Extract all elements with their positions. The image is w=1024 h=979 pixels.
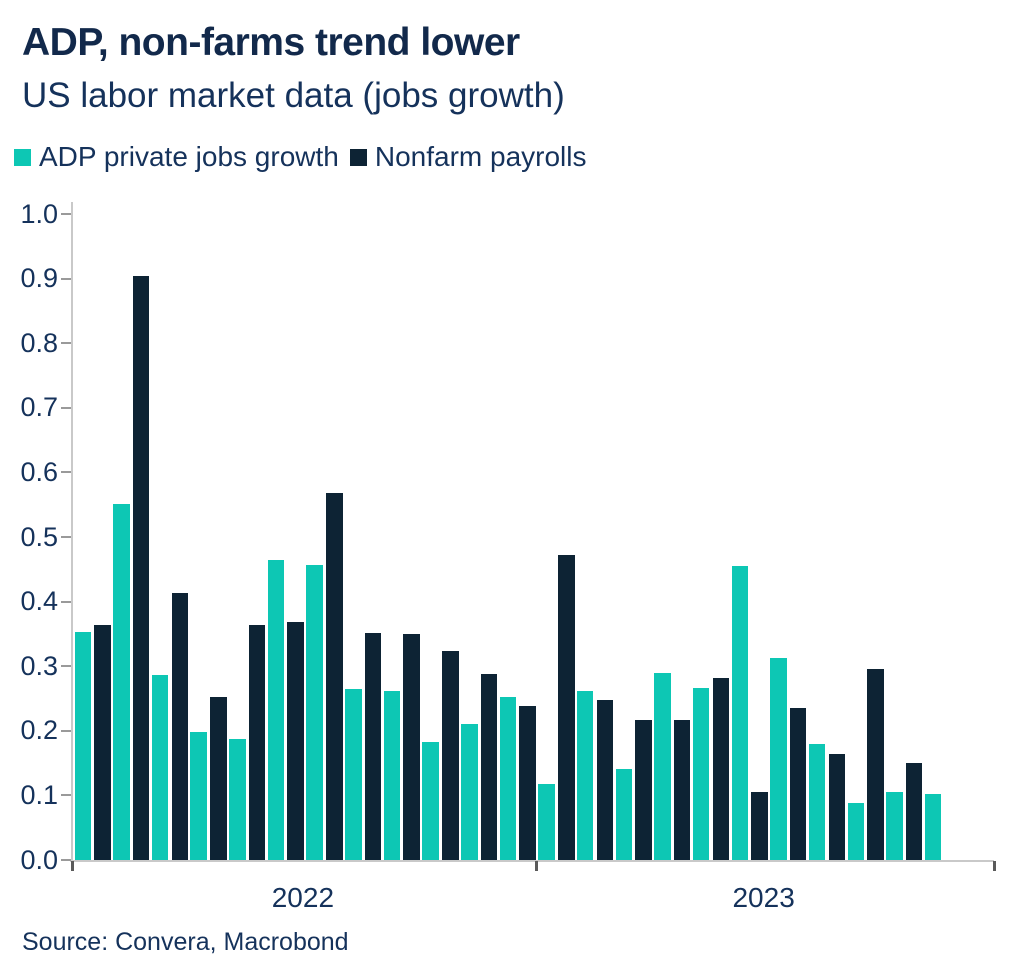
bar-nonfarm-Mar-2023 [635, 720, 652, 860]
bar-adp-Jun-2022 [267, 559, 285, 860]
bar-nonfarm-Oct-2022 [442, 651, 459, 860]
bar-nonfarm-Apr-2022 [210, 696, 227, 860]
y-axis-tick [61, 859, 71, 861]
bar-nonfarm-Apr-2023 [673, 720, 691, 860]
x-axis-line [70, 859, 994, 862]
legend-label-nonfarm: Nonfarm payrolls [374, 141, 587, 172]
bar-nonfarm-Jul-2022 [326, 493, 343, 860]
chart-subtitle: US labor market data (jobs growth) [22, 76, 565, 115]
bar-nonfarm-Jun-2022 [287, 621, 304, 860]
bar-nonfarm-Jun-2023 [751, 792, 768, 860]
x-axis-year-label-2023: 2023 [732, 882, 795, 913]
x-axis-tick [534, 861, 538, 871]
bar-adp-Feb-2023 [576, 691, 594, 860]
bar-nonfarm-Sep-2022 [403, 633, 420, 860]
bar-nonfarm-Feb-2023 [596, 700, 614, 860]
bar-nonfarm-Jan-2022 [94, 624, 111, 860]
y-axis-label: 0.8 [20, 327, 58, 358]
y-axis-label: 0.4 [20, 586, 58, 617]
bar-adp-Feb-2022 [113, 504, 130, 860]
y-axis-label: 0.6 [20, 456, 58, 487]
chart-title: ADP, non-farms trend lower [22, 21, 520, 64]
legend-swatch-nonfarm-icon [349, 148, 367, 166]
bar-nonfarm-Mar-2022 [171, 593, 188, 860]
legend: ADP private jobs growth Nonfarm payrolls [14, 141, 598, 173]
y-axis-tick [61, 277, 71, 280]
bar-adp-Jul-2022 [306, 564, 323, 860]
legend-item-nonfarm: Nonfarm payrolls [349, 141, 587, 173]
legend-label-adp: ADP private jobs growth [39, 141, 339, 172]
y-axis-label: 0.5 [20, 521, 58, 552]
bar-adp-May-2023 [692, 687, 710, 860]
y-axis-tick [61, 600, 71, 603]
bar-nonfarm-Aug-2022 [364, 633, 382, 860]
bar-nonfarm-Sep-2023 [867, 668, 884, 860]
y-axis-tick [61, 665, 71, 668]
source-text: Source: Convera, Macrobond [22, 928, 349, 956]
bar-nonfarm-Aug-2023 [828, 754, 846, 860]
y-axis-label: 0.1 [20, 779, 58, 810]
bar-adp-Nov-2023 [924, 794, 942, 860]
y-axis-label: 0.3 [20, 650, 58, 681]
y-axis-tick [61, 342, 71, 345]
bar-adp-Oct-2022 [422, 742, 439, 860]
bar-adp-Sep-2023 [847, 803, 864, 860]
bar-adp-Jan-2022 [74, 631, 91, 860]
bar-nonfarm-Jul-2023 [789, 707, 807, 860]
y-axis-label: 0.2 [20, 715, 58, 746]
bar-adp-Dec-2022 [499, 697, 517, 860]
legend-item-adp: ADP private jobs growth [14, 141, 339, 173]
y-axis-tick [61, 471, 71, 474]
x-axis-tick [992, 861, 996, 871]
y-axis-label: 0.7 [20, 392, 58, 423]
bar-adp-May-2022 [229, 739, 246, 860]
legend-swatch-adp-icon [14, 148, 31, 166]
bar-adp-Sep-2022 [383, 691, 401, 860]
bar-nonfarm-Dec-2022 [519, 706, 536, 860]
bar-nonfarm-Oct-2023 [905, 763, 923, 860]
y-axis-label: 0.9 [20, 263, 58, 294]
bar-nonfarm-Jan-2023 [558, 555, 575, 860]
y-axis-tick [61, 213, 71, 215]
y-axis-line [71, 202, 73, 861]
bar-adp-Jan-2023 [538, 783, 555, 860]
y-axis-tick [61, 794, 71, 797]
bar-adp-Nov-2022 [461, 724, 478, 860]
x-axis-tick [71, 861, 74, 871]
x-axis-year-label-2022: 2022 [271, 882, 335, 913]
y-axis-label: 0.0 [20, 844, 58, 875]
bar-nonfarm-Nov-2022 [480, 673, 498, 860]
y-axis-label: 1.0 [20, 198, 58, 229]
bar-adp-Mar-2023 [615, 768, 633, 860]
y-axis-tick [61, 536, 71, 538]
bar-nonfarm-May-2022 [248, 624, 266, 860]
bar-adp-Jul-2023 [770, 658, 787, 860]
bar-adp-Aug-2022 [345, 688, 362, 860]
y-axis-tick [61, 406, 71, 409]
y-axis-tick [61, 729, 71, 732]
bar-adp-Aug-2023 [808, 744, 826, 860]
bar-adp-Oct-2023 [886, 792, 903, 860]
bar-adp-Apr-2023 [654, 672, 671, 860]
bar-nonfarm-Feb-2022 [132, 276, 150, 860]
bar-adp-Jun-2023 [731, 566, 749, 860]
bar-nonfarm-May-2023 [712, 678, 730, 860]
bar-adp-Mar-2022 [151, 674, 169, 860]
bar-adp-Apr-2022 [190, 732, 207, 860]
